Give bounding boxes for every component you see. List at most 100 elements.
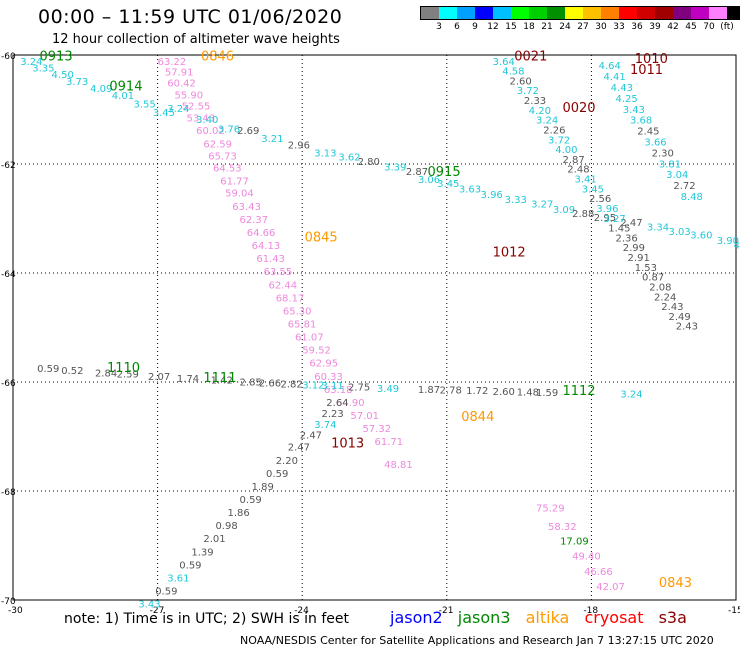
wave-height-value: 61.07: [295, 333, 324, 344]
wave-height-value: 2.69: [237, 126, 259, 137]
wave-height-value: 1.48: [517, 388, 539, 399]
wave-height-value: 64.13: [252, 241, 281, 252]
wave-height-value: 2.87: [406, 167, 428, 178]
legend-swatch: [547, 7, 565, 19]
wave-height-value: 2.75: [348, 383, 370, 394]
wave-height-value: 0.87: [642, 273, 664, 284]
wave-height-value: 0.98: [215, 521, 237, 532]
wave-height-value: 3.45: [582, 184, 604, 195]
wave-height-value: 0846: [201, 49, 234, 64]
wave-height-value: 64.90: [336, 398, 365, 409]
wave-height-value: 1.42: [211, 376, 233, 387]
wave-height-value: 1.89: [252, 482, 274, 493]
legend-label: 39: [649, 22, 661, 32]
wave-height-value: 2.23: [321, 409, 343, 420]
wave-height-value: 3.43: [623, 105, 645, 116]
wave-height-value: 61.77: [220, 177, 249, 188]
legend-label: 36: [631, 22, 643, 32]
wave-height-value: 1.86: [227, 508, 249, 519]
wave-height-value: 0914: [109, 79, 142, 94]
wave-height-value: 2.85: [240, 377, 262, 388]
map-subtitle: 12 hour collection of altimeter wave hei…: [52, 32, 340, 47]
wave-height-value: 63.18: [324, 385, 353, 396]
wave-height-value: 2.91: [628, 253, 650, 264]
wave-height-value: 3.43: [138, 600, 160, 611]
wave-height-value: 0.59: [179, 560, 201, 571]
legend-label: 45: [685, 22, 697, 32]
legend-label: 70: [703, 22, 715, 32]
wave-height-value: 1.59: [536, 388, 558, 399]
wave-height-value: 0.59: [240, 495, 262, 506]
lat-tick-label: -66: [1, 379, 16, 389]
wave-height-value: 3.27: [531, 200, 553, 211]
wave-height-value: 58.32: [548, 522, 577, 533]
wave-height-value: 2.59: [117, 370, 139, 381]
wave-height-value: 52.55: [182, 102, 211, 113]
wave-height-value: 3.21: [261, 134, 283, 145]
wave-height-value: 63.43: [232, 202, 261, 213]
legend-swatch: [619, 7, 637, 19]
wave-height-value: 60.33: [314, 372, 343, 383]
wave-height-value: 3.72: [548, 135, 570, 146]
wave-height-value: 53.43: [187, 113, 216, 124]
wave-height-value: 2.20: [276, 456, 298, 467]
footer-note: note: 1) Time is in UTC; 2) SWH is in fe…: [64, 611, 350, 627]
wave-height-value: 2.43: [676, 322, 698, 333]
wave-height-value: 0915: [428, 165, 461, 180]
wave-height-value: 2.01: [203, 534, 225, 545]
wave-height-value: 2.66: [259, 378, 281, 389]
wave-height-value: 2.84: [95, 369, 117, 380]
wave-height-value: 64.53: [213, 164, 242, 175]
legend-label: 15: [505, 22, 517, 32]
legend-swatch: [493, 7, 511, 19]
legend-swatch: [439, 7, 457, 19]
wave-height-value: 65.30: [283, 306, 312, 317]
wave-height-value: 3.90: [717, 236, 739, 247]
wave-height-value: 3.73: [66, 77, 88, 88]
wave-height-value: 4.43: [611, 83, 633, 94]
legend-label: 33: [613, 22, 625, 32]
legend-label: 6: [454, 22, 460, 32]
legend-swatch: [601, 7, 619, 19]
wave-height-value: 2.87: [562, 155, 584, 166]
legend-swatch: [457, 7, 475, 19]
wave-height-value: 0021: [514, 49, 547, 64]
wave-height-value: 3.81: [659, 159, 681, 170]
wave-height-value: 3.33: [505, 195, 527, 206]
legend-label: 21: [541, 22, 553, 32]
wave-height-value: 4.20: [529, 106, 551, 117]
cryosat-label: cryosat: [584, 608, 644, 627]
legend-swatch: [709, 7, 727, 19]
wave-height-value: 59.52: [302, 346, 331, 357]
satellite-legend: jason2 jason3 altika cryosat s3a: [390, 608, 697, 627]
lat-tick-label: -60: [1, 52, 16, 62]
wave-height-value: 2.33: [524, 96, 546, 107]
wave-height-value: 4.00: [734, 240, 740, 251]
wave-height-value: 4.41: [603, 72, 625, 83]
wave-height-value: 2.08: [649, 282, 671, 293]
lat-tick-label: -62: [1, 161, 16, 171]
wave-height-value: 57.91: [165, 68, 194, 79]
wave-height-value: 3.24: [620, 389, 642, 400]
wave-height-value: 57.32: [362, 424, 391, 435]
wave-height-value: 0.59: [37, 364, 59, 375]
wave-height-value: 3.27: [603, 214, 625, 225]
wave-height-value: 4.00: [555, 145, 577, 156]
lat-tick-label: -68: [1, 488, 16, 498]
legend-swatch: [583, 7, 601, 19]
lat-tick-label: -70: [1, 597, 16, 607]
wave-height-value: 65.81: [288, 320, 317, 331]
wave-height-value: 2.78: [440, 385, 462, 396]
wave-height-value: 48.81: [384, 460, 413, 471]
legend-swatch: [655, 7, 673, 19]
legend-swatch: [565, 7, 583, 19]
wave-height-value: 8.48: [681, 192, 703, 203]
wave-height-value: 3.72: [517, 86, 539, 97]
wave-height-value: 63.22: [158, 57, 187, 68]
wave-height-value: 62.44: [268, 280, 297, 291]
wave-height-value: 49.40: [572, 552, 601, 563]
legend-swatch: [691, 7, 709, 19]
altika-label: altika: [525, 608, 570, 627]
wave-height-value: 2.48: [567, 165, 589, 176]
